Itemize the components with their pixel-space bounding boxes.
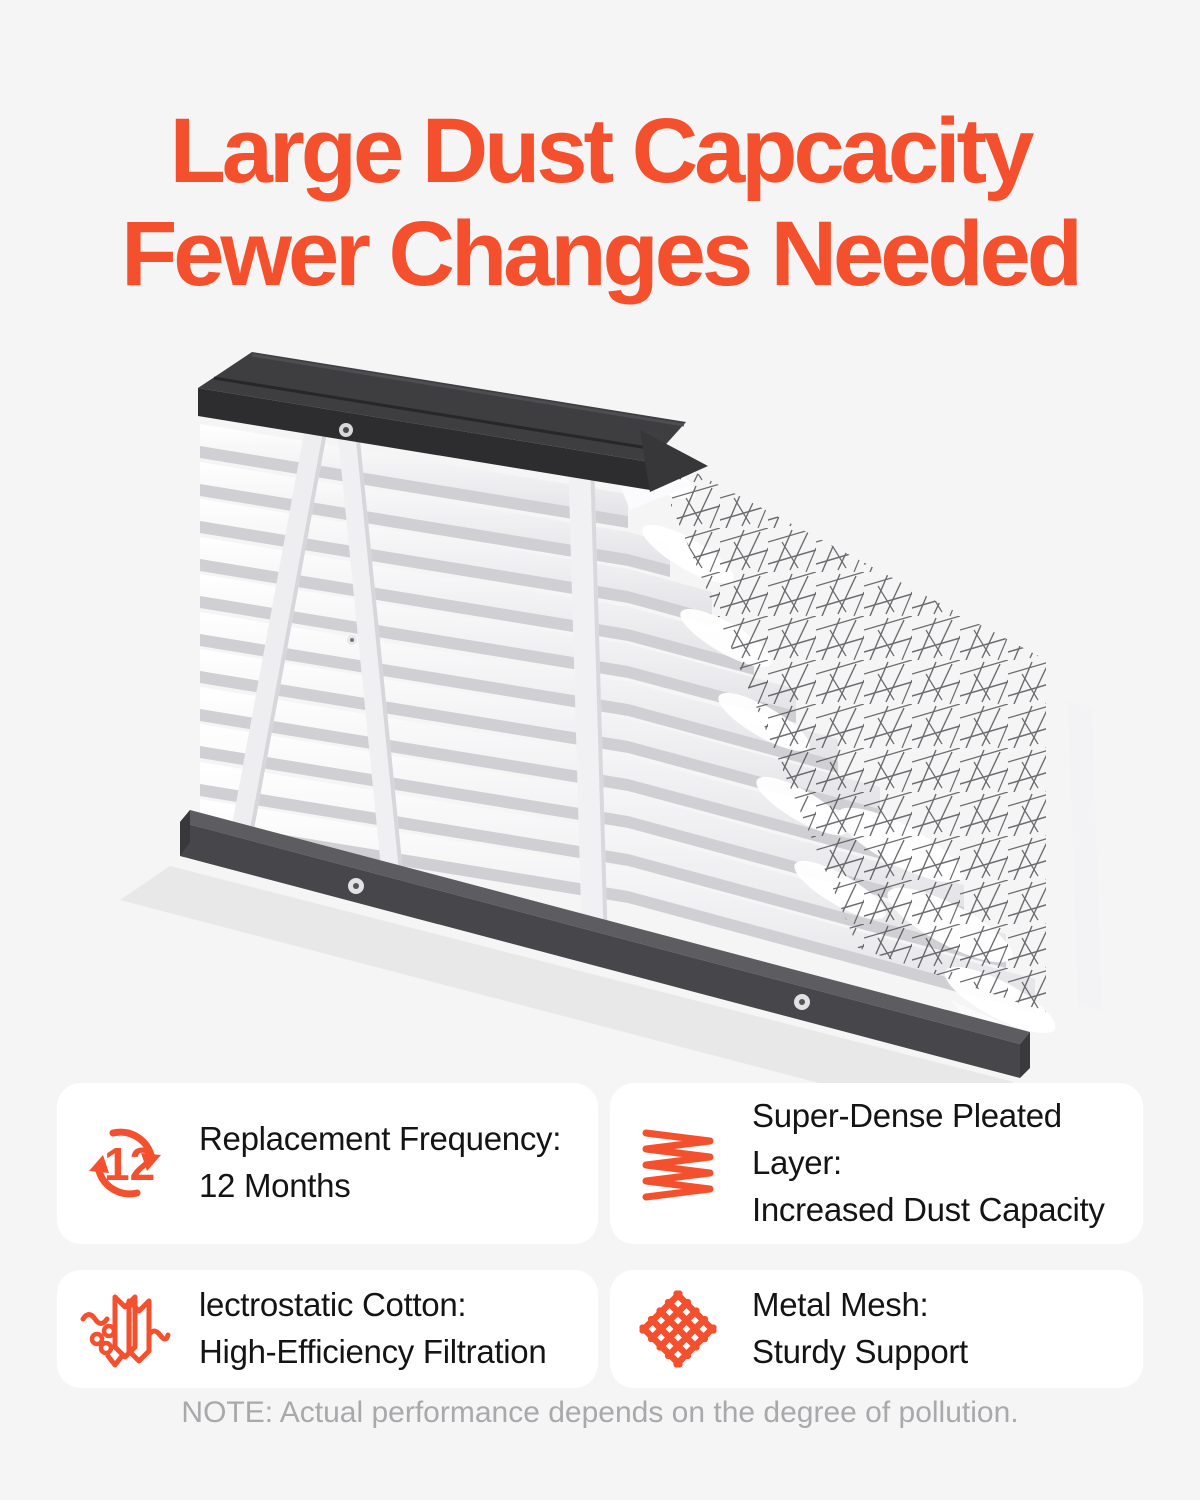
page-title-line1: Large Dust Capcacity: [169, 100, 1035, 202]
feature-card-pleated-layer: Super-Dense Pleated Layer: Increased Dus…: [610, 1083, 1143, 1244]
feature-text: lectrostatic Cotton: High-Efficiency Fil…: [199, 1282, 547, 1376]
feature-subtitle: Sturdy Support: [752, 1332, 968, 1370]
feature-card-replacement: 12 Replacement Frequency: 12 Months: [57, 1083, 598, 1244]
electrostatic-cotton-icon: [77, 1281, 173, 1377]
feature-cards: 12 Replacement Frequency: 12 Months Supe…: [57, 1083, 1143, 1388]
footnote: NOTE: Actual performance depends on the …: [181, 1396, 1019, 1429]
feature-subtitle: Increased Dust Capacity: [752, 1190, 1105, 1228]
filter-bottom-frame: [180, 810, 1030, 1078]
refresh-12-icon: 12: [77, 1115, 173, 1211]
feature-subtitle: 12 Months: [199, 1167, 351, 1205]
feature-card-electrostatic-cotton: lectrostatic Cotton: High-Efficiency Fil…: [57, 1269, 598, 1388]
pleated-layer-icon: [630, 1115, 726, 1211]
ground-shadow: [120, 866, 1014, 1120]
feature-title: lectrostatic Cotton:: [199, 1285, 467, 1323]
wire-mesh-cutaway: [646, 446, 1046, 1012]
filter-top-frame: [198, 352, 708, 510]
page-title-line2: Fewer Changes Needed: [121, 203, 1083, 306]
feature-title: Metal Mesh:: [752, 1285, 929, 1323]
feature-title: Replacement Frequency:: [199, 1120, 562, 1158]
feature-title: Super-Dense Pleated Layer:: [752, 1097, 1062, 1181]
feature-subtitle: High-Efficiency Filtration: [199, 1332, 547, 1370]
metal-mesh-icon: [630, 1281, 726, 1377]
feature-text: Metal Mesh: Sturdy Support: [752, 1282, 968, 1376]
page-title: Large Dust Capcacity Fewer Changes Neede…: [0, 100, 1200, 306]
feature-card-metal-mesh: Metal Mesh: Sturdy Support: [610, 1269, 1143, 1388]
filter-straps: [230, 412, 608, 948]
feature-text: Replacement Frequency: 12 Months: [199, 1116, 561, 1210]
right-strap: [1068, 702, 1102, 1010]
feature-text: Super-Dense Pleated Layer: Increased Dus…: [752, 1093, 1123, 1234]
